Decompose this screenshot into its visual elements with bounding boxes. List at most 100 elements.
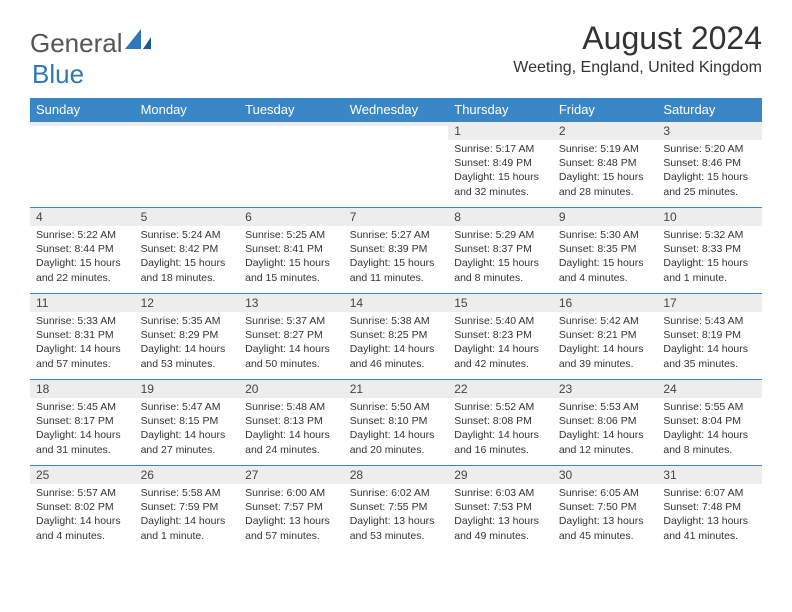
daylight-text: Daylight: 14 hours and 42 minutes. <box>454 342 547 370</box>
cell-body: Sunrise: 6:07 AMSunset: 7:48 PMDaylight:… <box>657 484 762 547</box>
calendar-cell: 24Sunrise: 5:55 AMSunset: 8:04 PMDayligh… <box>657 380 762 466</box>
sunset-text: Sunset: 8:13 PM <box>245 414 338 428</box>
cell-body: Sunrise: 5:42 AMSunset: 8:21 PMDaylight:… <box>553 312 658 375</box>
cell-body: Sunrise: 5:17 AMSunset: 8:49 PMDaylight:… <box>448 140 553 203</box>
sunset-text: Sunset: 8:02 PM <box>36 500 129 514</box>
sunset-text: Sunset: 8:25 PM <box>350 328 443 342</box>
cell-body: Sunrise: 5:55 AMSunset: 8:04 PMDaylight:… <box>657 398 762 461</box>
cell-body <box>30 126 135 190</box>
calendar-cell: 28Sunrise: 6:02 AMSunset: 7:55 PMDayligh… <box>344 466 449 552</box>
sunset-text: Sunset: 7:50 PM <box>559 500 652 514</box>
daylight-text: Daylight: 14 hours and 27 minutes. <box>141 428 234 456</box>
day-number: 8 <box>448 208 553 226</box>
cell-body: Sunrise: 5:32 AMSunset: 8:33 PMDaylight:… <box>657 226 762 289</box>
sunset-text: Sunset: 8:17 PM <box>36 414 129 428</box>
month-title: August 2024 <box>513 20 762 57</box>
calendar-cell: 21Sunrise: 5:50 AMSunset: 8:10 PMDayligh… <box>344 380 449 466</box>
cell-body: Sunrise: 5:22 AMSunset: 8:44 PMDaylight:… <box>30 226 135 289</box>
sunrise-text: Sunrise: 6:00 AM <box>245 486 338 500</box>
calendar-cell: 7Sunrise: 5:27 AMSunset: 8:39 PMDaylight… <box>344 208 449 294</box>
calendar-cell: 2Sunrise: 5:19 AMSunset: 8:48 PMDaylight… <box>553 122 658 208</box>
dayheader-sat: Saturday <box>657 98 762 122</box>
calendar-cell: 19Sunrise: 5:47 AMSunset: 8:15 PMDayligh… <box>135 380 240 466</box>
sunrise-text: Sunrise: 5:43 AM <box>663 314 756 328</box>
day-number: 15 <box>448 294 553 312</box>
daylight-text: Daylight: 13 hours and 53 minutes. <box>350 514 443 542</box>
cell-body: Sunrise: 5:58 AMSunset: 7:59 PMDaylight:… <box>135 484 240 547</box>
sunrise-text: Sunrise: 5:32 AM <box>663 228 756 242</box>
title-block: August 2024 Weeting, England, United Kin… <box>513 20 762 77</box>
calendar-cell: 13Sunrise: 5:37 AMSunset: 8:27 PMDayligh… <box>239 294 344 380</box>
day-number: 31 <box>657 466 762 484</box>
daylight-text: Daylight: 14 hours and 12 minutes. <box>559 428 652 456</box>
sunset-text: Sunset: 8:31 PM <box>36 328 129 342</box>
sunrise-text: Sunrise: 5:30 AM <box>559 228 652 242</box>
day-number: 14 <box>344 294 449 312</box>
cell-body: Sunrise: 5:29 AMSunset: 8:37 PMDaylight:… <box>448 226 553 289</box>
calendar-cell: 29Sunrise: 6:03 AMSunset: 7:53 PMDayligh… <box>448 466 553 552</box>
cell-body: Sunrise: 5:33 AMSunset: 8:31 PMDaylight:… <box>30 312 135 375</box>
sunrise-text: Sunrise: 6:03 AM <box>454 486 547 500</box>
cell-body: Sunrise: 5:45 AMSunset: 8:17 PMDaylight:… <box>30 398 135 461</box>
daylight-text: Daylight: 14 hours and 4 minutes. <box>36 514 129 542</box>
sunrise-text: Sunrise: 5:38 AM <box>350 314 443 328</box>
sunset-text: Sunset: 8:27 PM <box>245 328 338 342</box>
daylight-text: Daylight: 15 hours and 8 minutes. <box>454 256 547 284</box>
daylight-text: Daylight: 14 hours and 35 minutes. <box>663 342 756 370</box>
dayheader-sun: Sunday <box>30 98 135 122</box>
cell-body: Sunrise: 5:50 AMSunset: 8:10 PMDaylight:… <box>344 398 449 461</box>
cell-body <box>239 126 344 190</box>
sunset-text: Sunset: 8:06 PM <box>559 414 652 428</box>
calendar-cell: 18Sunrise: 5:45 AMSunset: 8:17 PMDayligh… <box>30 380 135 466</box>
calendar-cell <box>344 122 449 208</box>
day-number: 9 <box>553 208 658 226</box>
sunrise-text: Sunrise: 5:57 AM <box>36 486 129 500</box>
day-number: 2 <box>553 122 658 140</box>
cell-body: Sunrise: 5:47 AMSunset: 8:15 PMDaylight:… <box>135 398 240 461</box>
sunset-text: Sunset: 8:29 PM <box>141 328 234 342</box>
cell-body: Sunrise: 5:20 AMSunset: 8:46 PMDaylight:… <box>657 140 762 203</box>
calendar-cell: 5Sunrise: 5:24 AMSunset: 8:42 PMDaylight… <box>135 208 240 294</box>
day-number: 25 <box>30 466 135 484</box>
day-number: 30 <box>553 466 658 484</box>
day-number: 22 <box>448 380 553 398</box>
daylight-text: Daylight: 15 hours and 4 minutes. <box>559 256 652 284</box>
sunrise-text: Sunrise: 5:45 AM <box>36 400 129 414</box>
calendar-cell: 3Sunrise: 5:20 AMSunset: 8:46 PMDaylight… <box>657 122 762 208</box>
daylight-text: Daylight: 13 hours and 45 minutes. <box>559 514 652 542</box>
calendar-week: 18Sunrise: 5:45 AMSunset: 8:17 PMDayligh… <box>30 380 762 466</box>
sunset-text: Sunset: 8:33 PM <box>663 242 756 256</box>
cell-body: Sunrise: 5:43 AMSunset: 8:19 PMDaylight:… <box>657 312 762 375</box>
day-number: 5 <box>135 208 240 226</box>
day-number: 26 <box>135 466 240 484</box>
sunset-text: Sunset: 8:48 PM <box>559 156 652 170</box>
sunset-text: Sunset: 8:46 PM <box>663 156 756 170</box>
day-number: 18 <box>30 380 135 398</box>
calendar-cell: 20Sunrise: 5:48 AMSunset: 8:13 PMDayligh… <box>239 380 344 466</box>
calendar-cell: 1Sunrise: 5:17 AMSunset: 8:49 PMDaylight… <box>448 122 553 208</box>
cell-body: Sunrise: 5:25 AMSunset: 8:41 PMDaylight:… <box>239 226 344 289</box>
sail-icon <box>125 29 151 58</box>
brand-logo: General <box>30 28 151 59</box>
day-number: 28 <box>344 466 449 484</box>
day-number: 29 <box>448 466 553 484</box>
day-number: 6 <box>239 208 344 226</box>
calendar-cell: 27Sunrise: 6:00 AMSunset: 7:57 PMDayligh… <box>239 466 344 552</box>
sunset-text: Sunset: 8:15 PM <box>141 414 234 428</box>
sunrise-text: Sunrise: 5:40 AM <box>454 314 547 328</box>
cell-body: Sunrise: 5:19 AMSunset: 8:48 PMDaylight:… <box>553 140 658 203</box>
calendar-cell: 12Sunrise: 5:35 AMSunset: 8:29 PMDayligh… <box>135 294 240 380</box>
sunrise-text: Sunrise: 5:29 AM <box>454 228 547 242</box>
day-number: 17 <box>657 294 762 312</box>
cell-body: Sunrise: 5:40 AMSunset: 8:23 PMDaylight:… <box>448 312 553 375</box>
sunrise-text: Sunrise: 6:02 AM <box>350 486 443 500</box>
sunrise-text: Sunrise: 6:07 AM <box>663 486 756 500</box>
dayheader-fri: Friday <box>553 98 658 122</box>
calendar-cell <box>30 122 135 208</box>
sunset-text: Sunset: 8:08 PM <box>454 414 547 428</box>
sunset-text: Sunset: 8:44 PM <box>36 242 129 256</box>
sunrise-text: Sunrise: 5:42 AM <box>559 314 652 328</box>
sunrise-text: Sunrise: 5:24 AM <box>141 228 234 242</box>
sunrise-text: Sunrise: 5:35 AM <box>141 314 234 328</box>
daylight-text: Daylight: 15 hours and 18 minutes. <box>141 256 234 284</box>
